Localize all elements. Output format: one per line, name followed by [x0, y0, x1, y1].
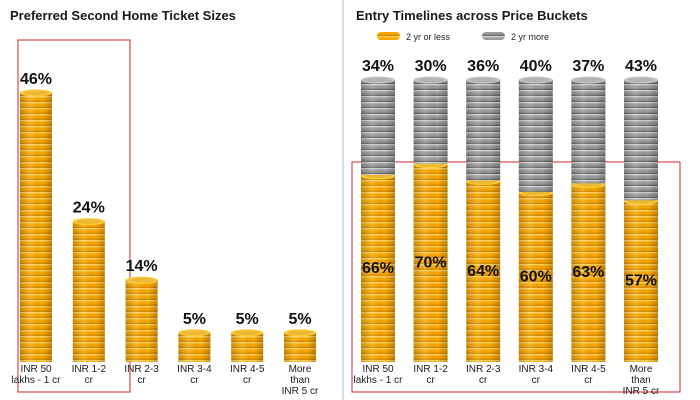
stacked-bar-more-than-inr-5-cr — [624, 76, 658, 362]
category-label: INR 3-4 cr — [177, 364, 212, 386]
value-label-2-yr-more: 40% — [520, 58, 552, 75]
segment-2-yr-or-less — [413, 161, 448, 362]
legend-label-2yr-or-less: 2 yr or less — [406, 32, 451, 42]
segment-2-yr-more — [518, 76, 553, 192]
stacked-bar-inr-3-4-cr — [518, 76, 553, 362]
coin-bar-more-than-inr-5-cr — [284, 329, 316, 362]
value-label-2-yr-or-less: 70% — [415, 254, 447, 271]
coin-bar-inr-3-4-cr — [178, 329, 211, 362]
category-label: INR 1-2 cr — [413, 364, 448, 386]
legend: 2 yr or less 2 yr more — [377, 32, 549, 42]
value-label: 5% — [183, 311, 206, 328]
category-label: More than INR 5 cr — [623, 364, 660, 397]
highlight-box — [351, 161, 681, 393]
value-label-2-yr-or-less: 60% — [520, 268, 552, 285]
coin-bar-inr-2-3-cr — [125, 276, 158, 362]
segment-2-yr-more — [571, 76, 606, 184]
category-label: INR 4-5 cr — [230, 364, 265, 386]
value-label: 24% — [73, 200, 105, 217]
value-label-2-yr-more: 37% — [572, 58, 604, 75]
segment-2-yr-or-less — [466, 178, 501, 362]
segment-2-yr-more — [361, 76, 395, 175]
category-label: INR 1-2 cr — [72, 364, 107, 386]
segment-2-yr-or-less — [518, 189, 553, 362]
entry-timeline-chart: Entry Timelines across Price Buckets 2 y… — [351, 8, 681, 397]
category-label: More than INR 5 cr — [282, 364, 319, 397]
value-label-2-yr-more: 43% — [625, 58, 657, 75]
legend-swatch-grey — [482, 32, 505, 40]
value-label: 5% — [288, 311, 311, 328]
segment-2-yr-more — [413, 76, 448, 164]
value-label: 46% — [20, 71, 52, 88]
category-label: INR 50 lakhs - 1 cr — [12, 364, 62, 386]
value-label-2-yr-more: 34% — [362, 58, 394, 75]
stacked-bar-inr-4-5-cr — [571, 76, 606, 362]
category-label: INR 3-4 cr — [519, 364, 554, 386]
coin-bar-inr-1-2-cr — [72, 218, 105, 362]
value-label-2-yr-more: 30% — [415, 58, 447, 75]
segment-2-yr-or-less — [624, 197, 658, 362]
category-label: INR 4-5 cr — [571, 364, 606, 386]
legend-item-2yr-more: 2 yr more — [482, 32, 549, 42]
value-label-2-yr-or-less: 66% — [362, 260, 394, 277]
value-label-2-yr-or-less: 63% — [572, 264, 604, 281]
highlight-box — [17, 39, 131, 393]
stacked-bar-inr-2-3-cr — [466, 76, 501, 362]
value-label-2-yr-or-less: 57% — [625, 273, 657, 290]
segment-2-yr-more — [624, 76, 658, 201]
stacked-bar-inr-50-lakhs-1-cr — [361, 76, 395, 362]
legend-swatch-gold — [377, 32, 400, 40]
value-label: 14% — [126, 258, 158, 275]
stacked-bar-inr-1-2-cr — [413, 76, 448, 362]
value-label: 5% — [236, 311, 259, 328]
ticket-size-chart: Preferred Second Home Ticket Sizes 46% IN… — [10, 8, 319, 397]
entry-timeline-chart-title: Entry Timelines across Price Buckets — [356, 8, 588, 23]
legend-label-2yr-more: 2 yr more — [511, 32, 549, 42]
segment-2-yr-more — [466, 76, 501, 181]
value-label-2-yr-more: 36% — [467, 58, 499, 75]
legend-item-2yr-or-less: 2 yr or less — [377, 32, 451, 42]
coin-bar-inr-4-5-cr — [231, 329, 264, 362]
category-label: INR 2-3 cr — [466, 364, 501, 386]
ticket-size-chart-title: Preferred Second Home Ticket Sizes — [10, 8, 236, 23]
category-label: INR 50 lakhs - 1 cr — [354, 364, 404, 386]
coin-bar-inr-50-lakhs-1-cr — [20, 89, 52, 363]
category-label: INR 2-3 cr — [124, 364, 159, 386]
value-label-2-yr-or-less: 64% — [467, 263, 499, 280]
